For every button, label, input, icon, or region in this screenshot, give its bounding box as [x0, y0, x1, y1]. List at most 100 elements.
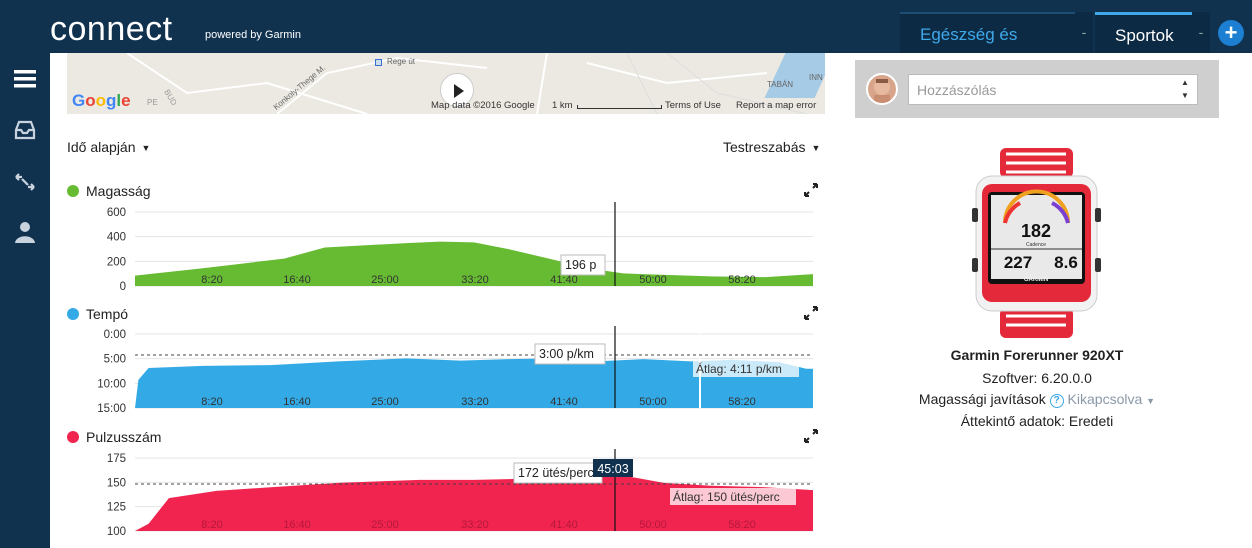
- x-tick-label: 58:20: [728, 274, 756, 286]
- map-place-label: Rege út: [387, 57, 416, 66]
- average-label-box: [693, 360, 799, 377]
- x-tick-label: 41:40: [550, 396, 578, 408]
- x-tick-label: 58:20: [728, 519, 756, 531]
- legend-dot: [67, 185, 79, 197]
- device-software: Szoftver: 6.20.0.0: [982, 370, 1092, 386]
- tab-sports[interactable]: Sportok: [1095, 12, 1195, 53]
- comment-scroll-arrows[interactable]: ▲ ▼: [1181, 78, 1189, 100]
- add-button[interactable]: +: [1218, 20, 1244, 46]
- map-marker-icon: [375, 59, 382, 66]
- customize-dropdown[interactable]: Testreszabás ▼: [723, 139, 820, 155]
- map-place-label: TABÁN: [767, 80, 794, 89]
- device-brand: GARMIN: [1024, 277, 1048, 283]
- device-screen-value: 227: [1004, 253, 1032, 272]
- y-tick-label: 5:00: [104, 354, 126, 366]
- logo-subtitle: powered by Garmin: [205, 29, 301, 41]
- x-tick-label: 25:00: [371, 519, 399, 531]
- map-place-label: INN: [809, 73, 823, 82]
- menu-icon[interactable]: [13, 67, 37, 91]
- x-tick-label: 41:40: [550, 274, 578, 286]
- y-tick-label: 10:00: [97, 378, 126, 390]
- series-area: [135, 470, 813, 531]
- series-area: [135, 358, 813, 408]
- chart-title-heart-rate: Pulzusszám: [67, 429, 161, 445]
- y-tick-label: 0: [120, 281, 126, 292]
- play-button[interactable]: [440, 73, 474, 107]
- customize-label: Testreszabás: [723, 139, 806, 155]
- value-tooltip: 196 p: [565, 258, 596, 272]
- device-screen-value: 182: [1021, 221, 1051, 241]
- user-icon[interactable]: [13, 220, 37, 244]
- help-icon[interactable]: ?: [1049, 394, 1064, 408]
- chart-title-elevation: Magasság: [67, 183, 151, 199]
- y-tick-label: 600: [107, 207, 126, 219]
- map-roads: [126, 53, 808, 114]
- average-label-box: [670, 488, 796, 505]
- heart-rate-chart[interactable]: 175 150 125 100 8:20 16:40 25:00 33:20 41:40 50:0…: [67, 449, 827, 548]
- x-tick-label: 50:00: [639, 519, 667, 531]
- cursor-time: 45:03: [597, 462, 628, 476]
- map-terms-link[interactable]: Terms of Use: [665, 100, 721, 111]
- expand-icon[interactable]: [804, 429, 818, 443]
- x-tick-label: 33:20: [461, 519, 489, 531]
- elevation-corrections-label: Magassági javítások: [918, 391, 1046, 407]
- device-name: Garmin Forerunner 920XT: [950, 347, 1124, 363]
- value-tooltip-box: [560, 254, 606, 276]
- tab-health-fitness[interactable]: Egészség és fitnesz: [900, 12, 1075, 85]
- average-label: Átlag: 4:11 p/km: [696, 361, 782, 376]
- x-tick-label: 50:00: [639, 396, 667, 408]
- legend-dot: [67, 308, 79, 320]
- device-screen-value: 8.6: [1054, 253, 1078, 272]
- y-tick-label: 100: [107, 526, 126, 538]
- chevron-down-icon: ▼: [811, 143, 821, 153]
- x-tick-label: 8:20: [201, 519, 222, 531]
- arrows-icon[interactable]: [13, 170, 37, 194]
- value-tooltip: 3:00 p/km: [539, 347, 594, 361]
- device-elevation-corrections: Magassági javítások ? Kikapcsolva ▼: [855, 391, 1219, 408]
- x-tick-label: 8:20: [201, 274, 222, 286]
- value-tooltip-box: [534, 343, 606, 365]
- inbox-icon[interactable]: [13, 118, 37, 142]
- tab-sports-dropdown[interactable]: -: [1192, 12, 1210, 53]
- map-scale-bar: [577, 105, 662, 109]
- map-attribution: Map data ©2016 Google: [431, 100, 535, 111]
- tab-health-dropdown[interactable]: -: [1075, 12, 1093, 53]
- map-report-link[interactable]: Report a map error: [736, 100, 817, 111]
- device-image: 182 Cadence 227 8.6 GARMIN: [972, 148, 1101, 338]
- google-logo: Google: [72, 91, 131, 110]
- x-tick-label: 8:20: [201, 396, 222, 408]
- x-tick-label: 33:20: [461, 274, 489, 286]
- pace-chart[interactable]: 0:00 5:00 10:00 15:00 8:20 16:40 25:00 33:20 41:…: [67, 326, 827, 416]
- x-tick-label: 16:40: [283, 396, 311, 408]
- y-tick-label: 400: [107, 232, 126, 244]
- legend-dot: [67, 431, 79, 443]
- average-label: Átlag: 150 ütés/perc: [673, 489, 780, 504]
- chart-title-text: Pulzusszám: [86, 429, 162, 445]
- comment-input[interactable]: Hozzászólás: [908, 74, 1198, 105]
- expand-icon[interactable]: [804, 306, 818, 320]
- x-tick-label: 16:40: [283, 519, 311, 531]
- x-tick-label: 25:00: [371, 396, 399, 408]
- elevation-corrections-dropdown[interactable]: Kikapcsolva ▼: [1068, 391, 1156, 407]
- route-map[interactable]: Konkoly-Thege M. Rege út BUD PE TABÁN IN…: [67, 53, 825, 114]
- map-place-label: PE: [147, 98, 158, 107]
- device-summary-data: Áttekintő adatok: Eredeti: [960, 413, 1114, 429]
- time-basis-dropdown[interactable]: Idő alapján ▼: [67, 139, 150, 155]
- value-tooltip: 172 ütés/perc: [518, 466, 594, 480]
- x-tick-label: 58:20: [728, 396, 756, 408]
- chart-title-pace: Tempó: [67, 306, 128, 322]
- x-tick-label: 33:20: [461, 396, 489, 408]
- elevation-chart[interactable]: 600 400 200 0 8:20 16:40 25:00 33:20 41:40 50:00 5…: [67, 202, 827, 292]
- y-tick-label: 0:00: [104, 329, 126, 341]
- chart-title-text: Magasság: [86, 183, 151, 199]
- y-tick-label: 150: [107, 477, 126, 489]
- y-tick-label: 125: [107, 502, 126, 514]
- y-tick-label: 175: [107, 453, 126, 465]
- avatar: [866, 73, 898, 105]
- device-screen-label: Cadence: [1026, 242, 1046, 248]
- chart-title-text: Tempó: [86, 306, 129, 322]
- app-logo[interactable]: connect: [50, 10, 173, 48]
- cursor-time-box: [593, 459, 633, 477]
- x-tick-label: 50:00: [639, 274, 667, 286]
- expand-icon[interactable]: [804, 183, 818, 197]
